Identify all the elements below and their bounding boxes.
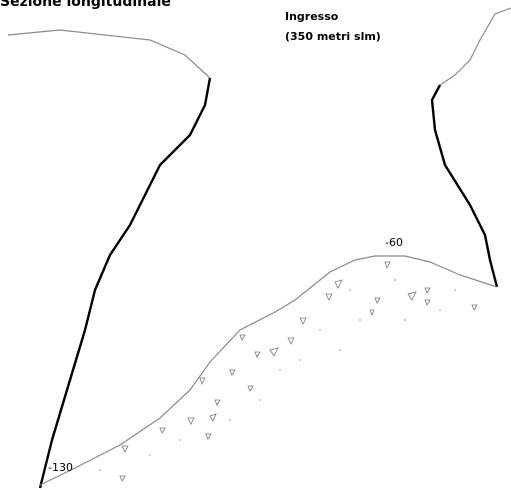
right-surface: [439, 7, 511, 86]
right-wall: [430, 84, 499, 288]
depth-label: -60: [385, 236, 403, 249]
left-wall: [38, 77, 212, 489]
title: Sezione longitudinale: [0, 0, 171, 10]
rubble: [99, 261, 478, 482]
cave-floor: [39, 255, 498, 486]
depth-label: -130: [48, 461, 73, 474]
entrance-elevation: (350 metri slm): [285, 30, 381, 43]
left-surface: [7, 29, 211, 79]
entrance-label: Ingresso: [285, 10, 339, 23]
